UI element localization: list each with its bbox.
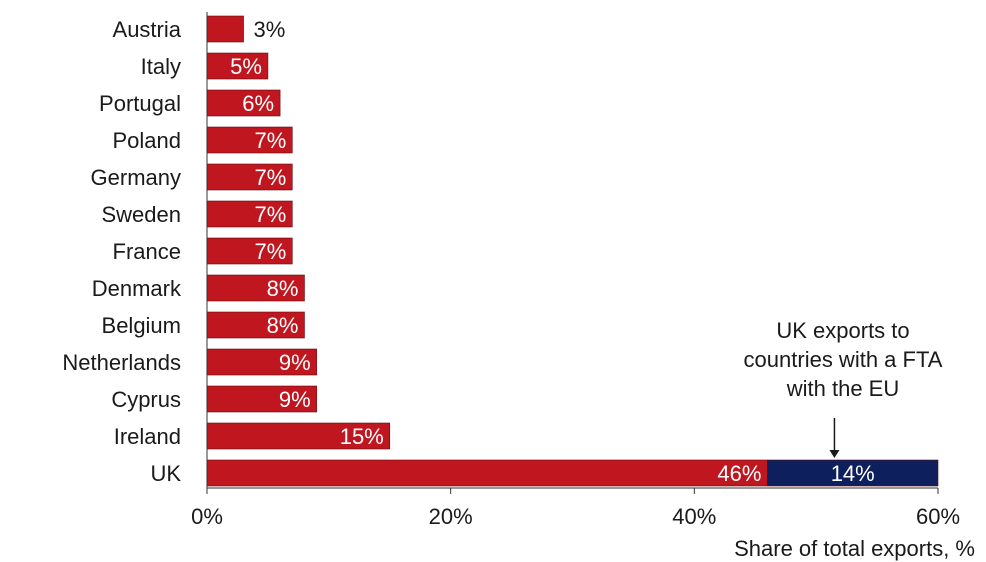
category-labels: Austria Italy Portugal Poland Germany Sweden F… xyxy=(62,17,182,486)
data-label: 7% xyxy=(254,128,286,153)
category-label: Poland xyxy=(112,128,181,153)
category-label: Austria xyxy=(113,17,182,42)
data-label: 7% xyxy=(254,165,286,190)
data-label: 15% xyxy=(340,424,384,449)
x-tick-label: 40% xyxy=(672,504,716,529)
x-tick-label: 20% xyxy=(429,504,473,529)
x-tick-label: 0% xyxy=(191,504,223,529)
bar xyxy=(206,422,391,450)
annotation-text: with the EU xyxy=(786,376,900,401)
data-label: 8% xyxy=(267,276,299,301)
category-label: Cyprus xyxy=(111,387,181,412)
bar xyxy=(206,15,244,43)
data-label: 14% xyxy=(831,461,875,486)
category-label: Sweden xyxy=(101,202,181,227)
bar xyxy=(206,274,305,302)
bar xyxy=(206,126,293,154)
data-label: 7% xyxy=(254,202,286,227)
category-label: Denmark xyxy=(92,276,182,301)
category-label: Germany xyxy=(91,165,181,190)
x-axis-title: Share of total exports, % xyxy=(734,536,975,561)
bar xyxy=(767,459,939,487)
category-label: France xyxy=(113,239,181,264)
data-label: 46% xyxy=(717,461,761,486)
bar xyxy=(206,163,293,191)
category-label: Italy xyxy=(141,54,181,79)
data-label: 9% xyxy=(279,387,311,412)
data-labels: 3% 5% 6% 7% 7% 7% 7% 8% 8% 9% 9% 15% 46% 14% xyxy=(230,17,875,486)
bar xyxy=(206,89,281,117)
data-label: 3% xyxy=(254,17,286,42)
annotation-arrow-head xyxy=(829,450,840,458)
bar xyxy=(206,459,768,487)
bars xyxy=(206,15,939,487)
x-tick-label: 60% xyxy=(916,504,960,529)
data-label: 8% xyxy=(267,313,299,338)
annotation-text: UK exports to xyxy=(776,318,909,343)
bar xyxy=(206,200,293,228)
category-label: Portugal xyxy=(99,91,181,116)
data-label: 6% xyxy=(242,91,274,116)
data-label: 7% xyxy=(254,239,286,264)
bar xyxy=(206,52,269,80)
x-axis: 0% 20% 40% 60% xyxy=(191,12,960,529)
bar xyxy=(206,237,293,265)
fta-annotation: UK exports to countries with a FTA with th… xyxy=(744,318,943,458)
annotation-text: countries with a FTA xyxy=(744,347,943,372)
data-label: 5% xyxy=(230,54,262,79)
category-label: UK xyxy=(150,461,181,486)
category-label: Belgium xyxy=(102,313,181,338)
category-label: Ireland xyxy=(114,424,181,449)
bar xyxy=(206,385,317,413)
category-label: Netherlands xyxy=(62,350,181,375)
data-label: 9% xyxy=(279,350,311,375)
